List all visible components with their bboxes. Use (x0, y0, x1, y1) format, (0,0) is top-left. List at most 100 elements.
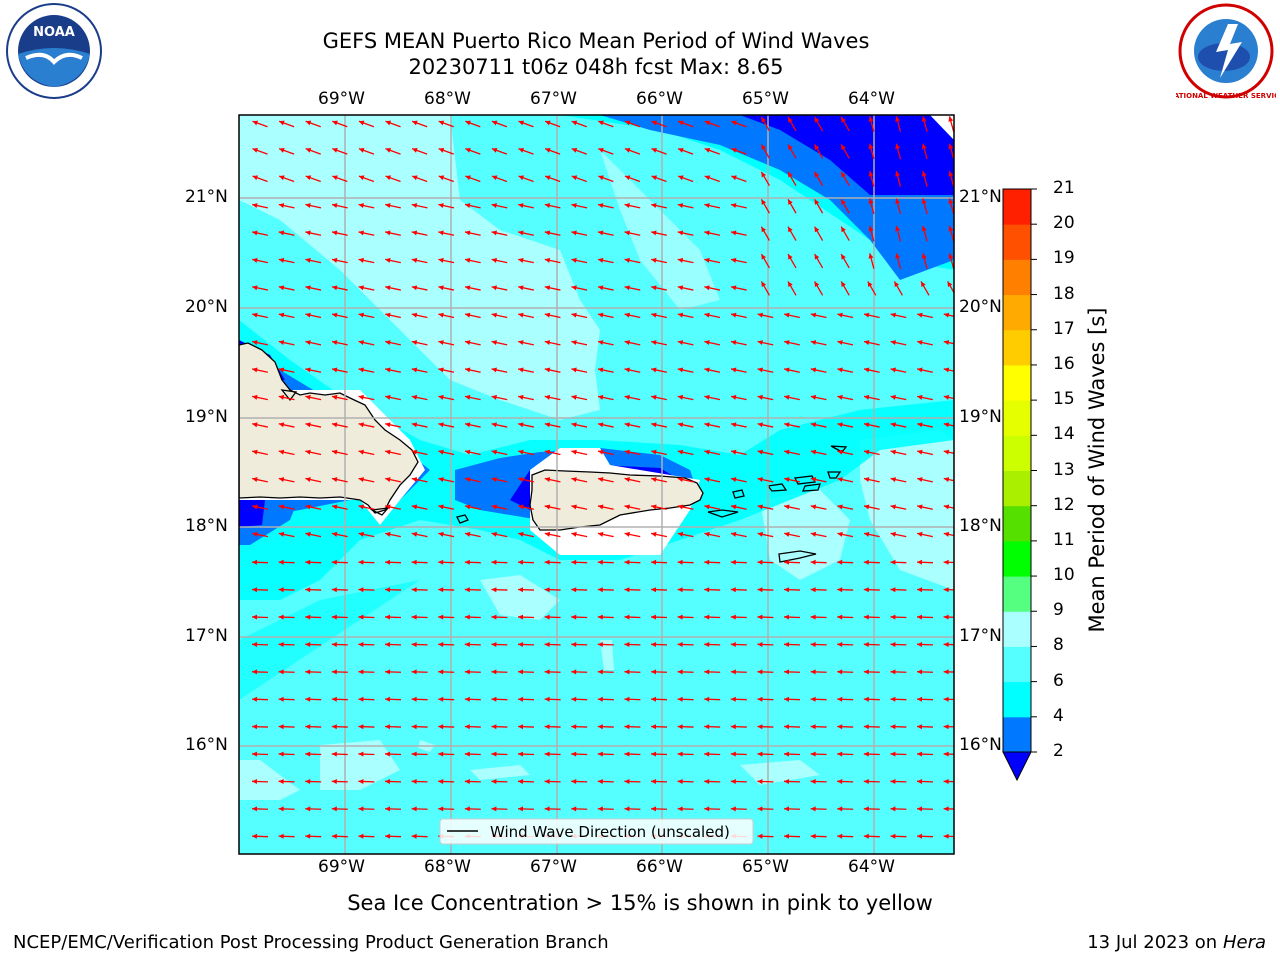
wind-wave-arrowhead (837, 724, 843, 730)
wind-wave-arrowhead (624, 257, 630, 263)
colorbar (1002, 188, 1037, 782)
lon-label-bottom: 68°W (424, 857, 471, 877)
wind-wave-arrowhead (464, 285, 471, 291)
wind-wave-arrowhead (704, 614, 710, 620)
wind-wave-arrowhead (464, 394, 471, 400)
wind-wave-arrowhead (305, 312, 311, 318)
wind-wave-arrowhead (784, 340, 790, 346)
wind-wave-arrowhead (761, 117, 767, 123)
wind-wave-arrowhead (624, 449, 630, 455)
wind-wave-arrowhead (730, 477, 737, 483)
wind-wave-arrowhead (810, 422, 817, 428)
wind-wave-arrowhead (837, 422, 843, 428)
wind-wave-arrowhead (651, 148, 658, 153)
wind-wave-arrowhead (597, 257, 604, 263)
colorbar-tick-label: 11 (1053, 529, 1075, 550)
wind-wave-arrowhead (624, 285, 630, 291)
wind-wave-arrowhead (624, 422, 630, 428)
lon-label-top: 65°W (742, 89, 789, 109)
wind-wave-arrowhead (305, 148, 312, 153)
wind-wave-arrowhead (704, 230, 710, 236)
wind-wave-arrowhead (358, 531, 364, 537)
wind-wave-arrowhead (921, 281, 926, 288)
wind-wave-arrowhead (464, 751, 470, 757)
wind-wave-arrowhead (438, 531, 444, 537)
wind-wave-arrowhead (438, 148, 445, 153)
wind-wave-arrowhead (757, 422, 763, 428)
colorbar-segment (1003, 435, 1031, 471)
wind-wave-arrowhead (863, 559, 869, 565)
wind-wave-arrowhead (943, 504, 950, 510)
wind-wave-arrowhead (305, 504, 311, 510)
wind-wave-arrowhead (814, 226, 820, 233)
wind-wave-arrowhead (677, 587, 683, 593)
lon-label-top: 64°W (848, 89, 895, 109)
wind-wave-arrowhead (895, 198, 901, 204)
wind-wave-arrowhead (331, 312, 338, 318)
wind-wave-arrowhead (704, 148, 711, 153)
wind-wave-arrowhead (385, 120, 392, 126)
wind-wave-arrowhead (917, 559, 923, 565)
wind-wave-arrowhead (730, 312, 737, 318)
wind-wave-arrowhead (597, 449, 604, 455)
footer-date-text: 13 Jul 2023 on (1087, 932, 1223, 953)
wind-wave-arrowhead (491, 175, 498, 181)
wind-wave-arrowhead (757, 724, 763, 730)
wind-wave-arrowhead (837, 614, 843, 620)
wind-wave-arrowhead (571, 778, 577, 784)
wind-wave-arrowhead (358, 751, 364, 757)
wind-wave-arrowhead (788, 199, 793, 205)
wind-wave-arrowhead (624, 477, 630, 483)
wind-wave-arrowhead (841, 117, 846, 123)
wind-wave-arrowhead (704, 641, 710, 647)
wind-wave-arrowhead (491, 312, 497, 318)
wind-wave-arrowhead (894, 281, 900, 288)
wind-wave-arrowhead (837, 449, 843, 455)
wind-wave-arrowhead (491, 449, 497, 455)
wind-wave-arrowhead (465, 175, 471, 181)
wind-wave-arrowhead (784, 312, 790, 318)
wind-wave-arrowhead (784, 394, 790, 400)
wind-wave-arrowhead (810, 477, 817, 483)
wind-wave-arrowhead (730, 696, 736, 702)
wind-wave-arrowhead (597, 724, 603, 730)
wind-wave-arrowhead (624, 175, 631, 181)
wind-wave-arrowhead (305, 175, 312, 181)
wind-wave-arrowhead (518, 614, 524, 620)
wind-wave-arrowhead (677, 367, 684, 373)
wind-wave-arrowhead (761, 199, 767, 205)
wind-wave-arrowhead (358, 477, 364, 483)
wind-wave-arrowhead (624, 696, 630, 702)
wind-wave-arrowhead (597, 367, 604, 373)
wind-wave-arrowhead (305, 696, 311, 702)
colorbar-tick-label: 14 (1053, 424, 1075, 445)
wind-wave-arrowhead (837, 504, 843, 510)
wind-wave-arrowhead (518, 285, 524, 291)
wind-wave-arrowhead (358, 833, 364, 839)
wind-wave-arrowhead (278, 230, 285, 236)
lat-label-right: 20°N (959, 297, 1002, 317)
wind-wave-arrowhead (465, 148, 471, 153)
wind-wave-arrowhead (252, 778, 258, 784)
wind-wave-arrowhead (943, 312, 950, 318)
wind-wave-arrowhead (863, 422, 870, 428)
wind-wave-arrowhead (544, 422, 551, 428)
wind-wave-arrowhead (252, 696, 258, 702)
wind-wave-arrowhead (518, 340, 524, 346)
wind-wave-arrowhead (863, 669, 869, 675)
wind-wave-arrowhead (491, 641, 497, 647)
wind-wave-arrowhead (677, 614, 683, 620)
wind-wave-arrowhead (890, 724, 896, 730)
wind-wave-arrowhead (252, 312, 258, 318)
colorbar-segment (1003, 576, 1031, 612)
colorbar-tick-label: 16 (1053, 353, 1075, 374)
wind-wave-arrowhead (279, 120, 285, 126)
wind-wave-arrowhead (890, 340, 896, 346)
wind-wave-arrowhead (252, 367, 258, 373)
wind-wave-arrowhead (385, 587, 391, 593)
wind-wave-arrowhead (890, 504, 896, 510)
lon-label-bottom: 65°W (742, 857, 789, 877)
wind-wave-arrowhead (358, 394, 364, 400)
lat-label-right: 17°N (959, 626, 1002, 646)
wind-wave-arrowhead (438, 477, 444, 483)
